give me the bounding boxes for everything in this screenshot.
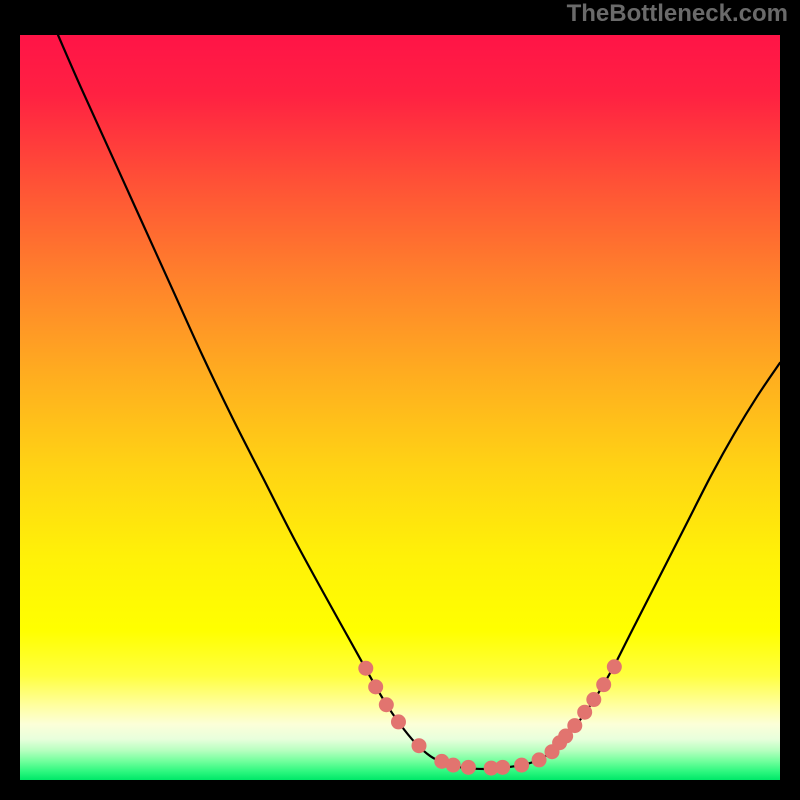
watermark-text: TheBottleneck.com	[567, 0, 788, 28]
curve-marker	[515, 758, 529, 772]
curve-marker	[391, 715, 405, 729]
curve-marker	[369, 680, 383, 694]
curve-marker	[587, 693, 601, 707]
plot-background	[20, 35, 780, 780]
curve-marker	[359, 661, 373, 675]
curve-marker	[532, 753, 546, 767]
curve-marker	[568, 719, 582, 733]
chart-frame: TheBottleneck.com	[0, 0, 800, 800]
curve-marker	[412, 739, 426, 753]
curve-marker	[461, 760, 475, 774]
curve-marker	[597, 678, 611, 692]
curve-marker	[379, 698, 393, 712]
curve-marker	[607, 660, 621, 674]
curve-marker	[446, 758, 460, 772]
curve-marker	[578, 705, 592, 719]
curve-marker	[496, 760, 510, 774]
bottleneck-chart	[0, 0, 800, 800]
